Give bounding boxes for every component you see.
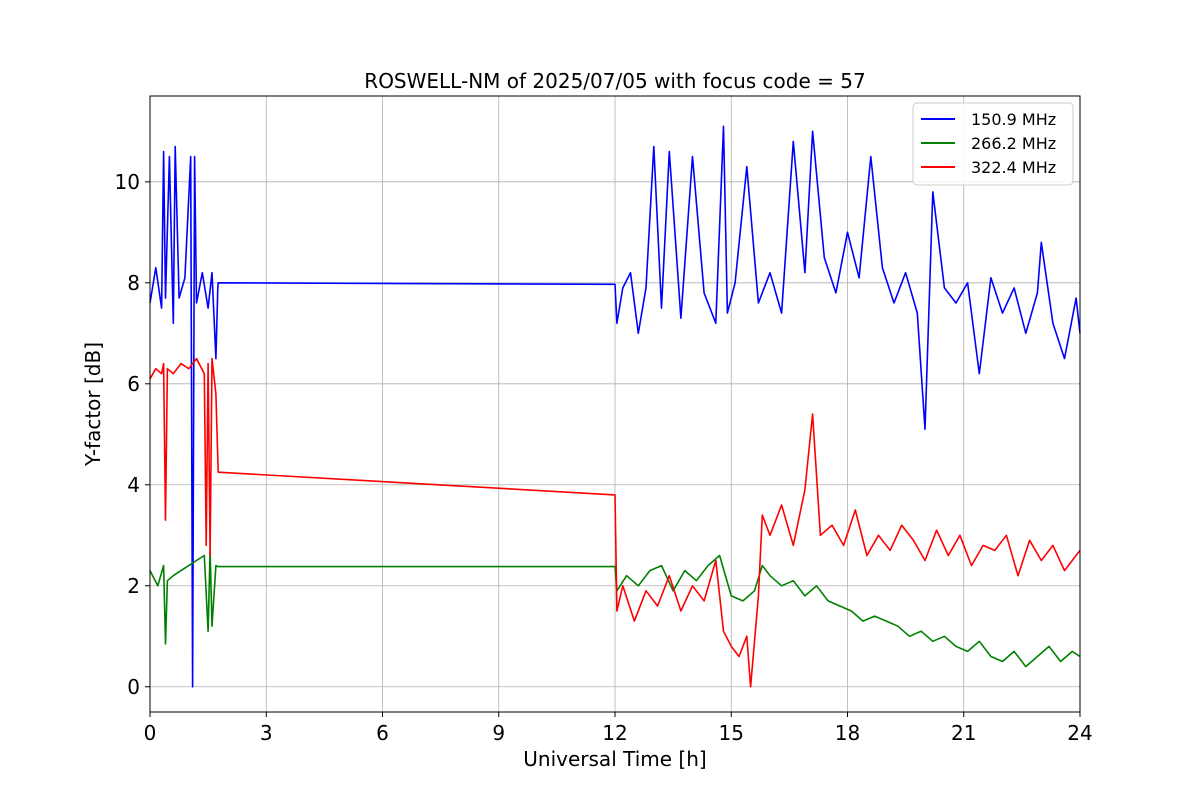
y-tick-label: 2 bbox=[127, 574, 140, 598]
x-tick-label: 12 bbox=[602, 721, 627, 745]
legend-label-2: 322.4 MHz bbox=[971, 158, 1056, 177]
x-tick-label: 9 bbox=[492, 721, 505, 745]
legend-label-1: 266.2 MHz bbox=[971, 134, 1056, 153]
y-axis-label: Y-factor [dB] bbox=[81, 342, 105, 467]
legend-box bbox=[912, 102, 1074, 186]
series-lines bbox=[149, 125, 1081, 688]
series-line-1 bbox=[149, 549, 1081, 668]
y-tick-label: 0 bbox=[127, 675, 140, 699]
x-tick-label: 3 bbox=[260, 721, 273, 745]
series-line-0 bbox=[149, 125, 1081, 688]
chart-title: ROSWELL-NM of 2025/07/05 with focus code… bbox=[364, 69, 865, 93]
x-tick-label: 0 bbox=[144, 721, 157, 745]
y-tick-label: 6 bbox=[127, 372, 140, 396]
x-tick-label: 24 bbox=[1067, 721, 1092, 745]
x-tick-label: 18 bbox=[835, 721, 860, 745]
legend-label-0: 150.9 MHz bbox=[971, 110, 1056, 129]
y-tick-label: 4 bbox=[127, 473, 140, 497]
legend: 150.9 MHz 266.2 MHz 322.4 MHz bbox=[912, 102, 1074, 186]
x-axis-label: Universal Time [h] bbox=[523, 747, 706, 771]
x-tick-label: 15 bbox=[719, 721, 744, 745]
x-tick-label: 6 bbox=[376, 721, 389, 745]
x-tick-label: 21 bbox=[951, 721, 976, 745]
y-tick-label: 10 bbox=[115, 170, 140, 194]
y-tick-label: 8 bbox=[127, 271, 140, 295]
series-line-2 bbox=[149, 357, 1081, 688]
